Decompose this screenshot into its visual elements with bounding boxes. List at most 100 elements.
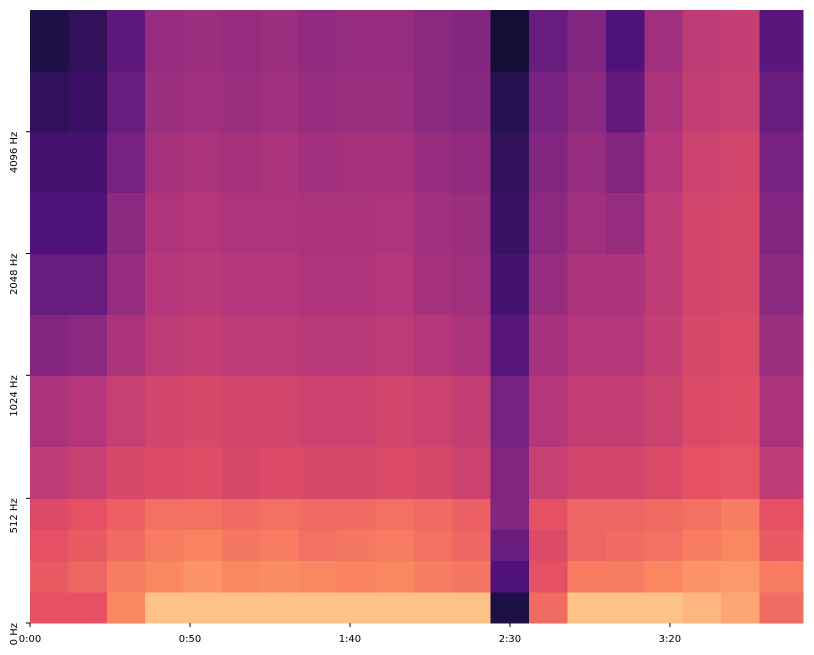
spectrogram-cell: [605, 314, 645, 376]
spectrogram-cell: [452, 70, 492, 133]
spectrogram-cell: [721, 131, 760, 194]
spectrogram-cell: [260, 446, 300, 499]
spectrogram-cell: [605, 131, 645, 194]
spectrogram-cell: [452, 253, 492, 315]
spectrogram-cell: [30, 529, 69, 562]
spectrogram-cell: [682, 131, 722, 194]
spectrogram-cell: [452, 314, 492, 376]
spectrogram-cell: [721, 498, 760, 530]
spectrogram-cell: [721, 253, 760, 315]
spectrogram-cell: [529, 192, 569, 255]
spectrogram-cell: [375, 560, 415, 593]
spectrogram-cell: [68, 10, 108, 72]
spectrogram-cell: [183, 70, 223, 133]
spectrogram-cell: [644, 253, 684, 315]
spectrogram-cell: [529, 70, 569, 133]
spectrogram-cell: [145, 529, 185, 562]
spectrogram-cell: [644, 70, 684, 133]
spectrogram-cell: [759, 131, 804, 194]
spectrogram-cell: [183, 591, 223, 624]
spectrogram-cell: [605, 70, 645, 133]
y-tick-label: 4096 Hz: [9, 132, 20, 173]
spectrogram-cell: [221, 529, 261, 562]
spectrogram-cell: [298, 560, 338, 593]
spectrogram-cell: [221, 314, 261, 376]
spectrogram-cell: [298, 70, 338, 133]
spectrogram-cell: [298, 314, 338, 376]
spectrogram-cell: [145, 560, 185, 593]
spectrogram-cell: [567, 314, 607, 376]
spectrogram-cell: [452, 560, 492, 593]
spectrogram-cell: [145, 70, 185, 133]
spectrogram-cell: [221, 70, 261, 133]
spectrogram-cell: [221, 560, 261, 593]
spectrogram-cell: [30, 591, 69, 624]
spectrogram-cell: [759, 314, 804, 376]
spectrogram-cell: [298, 192, 338, 255]
spectrogram-cell: [30, 131, 69, 194]
spectrogram-cell: [413, 70, 453, 133]
spectrogram-cell: [183, 131, 223, 194]
spectrogram-cell: [452, 591, 492, 624]
spectrogram-cell: [221, 10, 261, 72]
spectrogram-cell: [529, 253, 569, 315]
spectrogram-cell: [183, 253, 223, 315]
spectrogram-cell: [721, 375, 760, 448]
spectrogram-cell: [298, 131, 338, 194]
y-tick-label: 2048 Hz: [9, 254, 20, 295]
spectrogram-cell: [260, 529, 300, 562]
spectrogram-cell: [490, 70, 530, 133]
spectrogram-cell: [529, 591, 569, 624]
spectrogram-cell: [106, 10, 146, 72]
spectrogram-cell: [529, 375, 569, 448]
spectrogram-cell: [337, 529, 377, 562]
spectrogram-cell: [260, 10, 300, 72]
spectrogram-cell: [260, 131, 300, 194]
spectrogram-cell: [221, 498, 261, 530]
spectrogram-cell: [145, 375, 185, 448]
spectrogram-cell: [375, 131, 415, 194]
spectrogram-cell: [682, 498, 722, 530]
spectrogram-cell: [145, 591, 185, 624]
spectrogram-cell: [682, 446, 722, 499]
spectrogram-cell: [375, 375, 415, 448]
spectrogram-cell: [452, 192, 492, 255]
spectrogram-cell: [221, 591, 261, 624]
spectrogram-cell: [605, 192, 645, 255]
spectrogram-cell: [106, 375, 146, 448]
spectrogram-cell: [567, 375, 607, 448]
x-tick-label: 1:40: [339, 634, 361, 645]
y-tick-label: 0 Hz: [9, 623, 20, 645]
y-tick-label: 512 Hz: [9, 498, 20, 533]
x-tick-label: 0:50: [179, 634, 201, 645]
spectrogram-cell: [375, 498, 415, 530]
spectrogram-cell: [529, 560, 569, 593]
spectrogram-cell: [567, 446, 607, 499]
spectrogram-cell: [490, 253, 530, 315]
spectrogram-cell: [375, 529, 415, 562]
spectrogram-cell: [106, 192, 146, 255]
spectrogram-cell: [375, 70, 415, 133]
spectrogram-cell: [759, 498, 804, 530]
spectrogram-cell: [605, 446, 645, 499]
spectrogram-cell: [106, 560, 146, 593]
spectrogram-cell: [490, 10, 530, 72]
spectrogram-cell: [298, 253, 338, 315]
spectrogram-cell: [68, 375, 108, 448]
spectrogram-cell: [298, 529, 338, 562]
spectrogram-cell: [260, 70, 300, 133]
spectrogram-cell: [30, 560, 69, 593]
spectrogram-cell: [567, 560, 607, 593]
spectrogram-cell: [30, 498, 69, 530]
y-tick-label: 1024 Hz: [9, 375, 20, 416]
spectrogram-cell: [68, 498, 108, 530]
spectrogram-cell: [605, 591, 645, 624]
spectrogram-cell: [644, 131, 684, 194]
spectrogram-cell: [30, 314, 69, 376]
spectrogram-cell: [644, 498, 684, 530]
spectrogram-cell: [721, 10, 760, 72]
spectrogram-cell: [490, 498, 530, 530]
spectrogram-cell: [413, 131, 453, 194]
spectrogram-cell: [490, 529, 530, 562]
